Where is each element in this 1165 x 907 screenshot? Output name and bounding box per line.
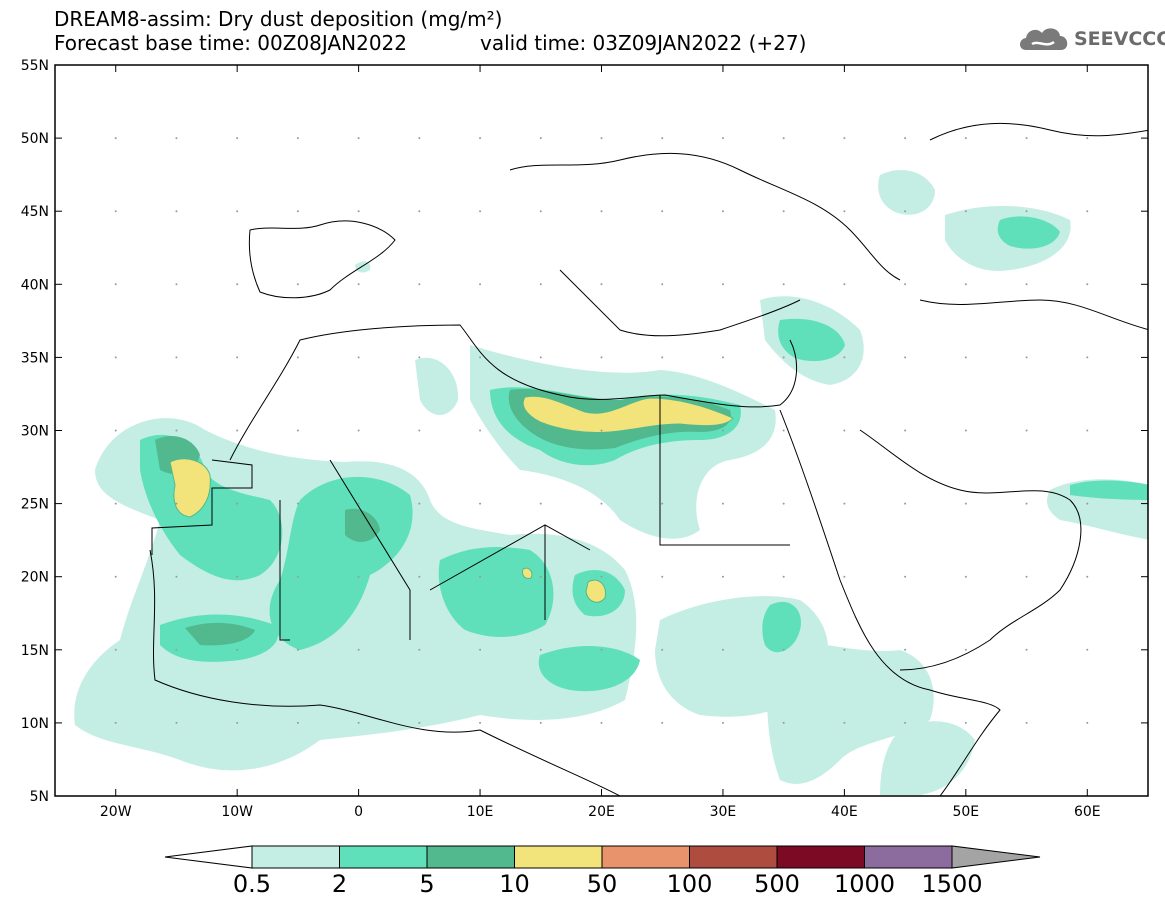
cloud-icon (1020, 28, 1068, 50)
valid-time: valid time: 03Z09JAN2022 (+27) (480, 31, 807, 55)
colorbar-level-label: 1000 (834, 870, 895, 898)
map-title: DREAM8-assim: Dry dust deposition (mg/m²… (54, 7, 503, 31)
colorbar-low-arrow (164, 845, 253, 869)
lon-label: 60E (1074, 804, 1101, 820)
colorbar-segment (689, 845, 778, 869)
forecast-base-time: Forecast base time: 00Z08JAN2022 (54, 31, 407, 55)
logo-text: SEEVCCC (1074, 28, 1165, 50)
deposition-0.5-2 (74, 170, 1148, 795)
colorbar: 0.5 2 5 10 50 100 500 1000 1500 (164, 845, 1041, 898)
colorbar-level-label: 10 (499, 870, 530, 898)
lon-label: 50E (952, 804, 979, 820)
colorbar-level-label: 0.5 (233, 870, 271, 898)
colorbar-level-label: 50 (587, 870, 618, 898)
colorbar-segment (339, 845, 428, 869)
colorbar-level-label: 5 (419, 870, 434, 898)
colorbar-level-label: 100 (667, 870, 713, 898)
colorbar-segment (601, 845, 690, 869)
grid-dots (114, 137, 1089, 724)
lon-label: 0 (354, 804, 363, 820)
lon-label: 30E (710, 804, 737, 820)
colorbar-level-label: 500 (754, 870, 800, 898)
lat-label: 35N (21, 350, 49, 366)
lat-label: 30N (21, 424, 49, 440)
seevccc-logo: SEEVCCC (1016, 22, 1165, 62)
colorbar-segment (251, 845, 340, 869)
colorbar-segment (426, 845, 515, 869)
lon-label: 20W (100, 804, 132, 820)
lon-label: 20E (588, 804, 615, 820)
deposition-10-50 (169, 395, 734, 603)
deposition-fields (74, 170, 1148, 795)
lat-label: 25N (21, 497, 49, 513)
lat-label: 20N (21, 570, 49, 586)
lat-label: 50N (21, 131, 49, 147)
lon-label: 10W (221, 804, 253, 820)
colorbar-level-label: 2 (332, 870, 347, 898)
lon-label: 10E (467, 804, 494, 820)
lat-label: 10N (21, 716, 49, 732)
lat-label: 15N (21, 643, 49, 659)
lat-label: 40N (21, 277, 49, 293)
lat-label: 5N (30, 789, 49, 805)
latitude-axis: 55N 50N 45N 40N 35N 30N 25N 20N 15N 10N 5N (21, 58, 1148, 805)
lat-label: 45N (21, 204, 49, 220)
colorbar-high-arrow (951, 845, 1041, 869)
colorbar-segment (776, 845, 865, 869)
colorbar-level-label: 1500 (921, 870, 982, 898)
coastlines (149, 122, 1148, 796)
lat-label: 55N (21, 58, 49, 74)
longitude-axis: 20W 10W 0 10E 20E 30E 40E 50E 60E (100, 65, 1101, 820)
colorbar-segment (864, 845, 953, 869)
colorbar-segment (514, 845, 603, 869)
lon-label: 40E (831, 804, 858, 820)
